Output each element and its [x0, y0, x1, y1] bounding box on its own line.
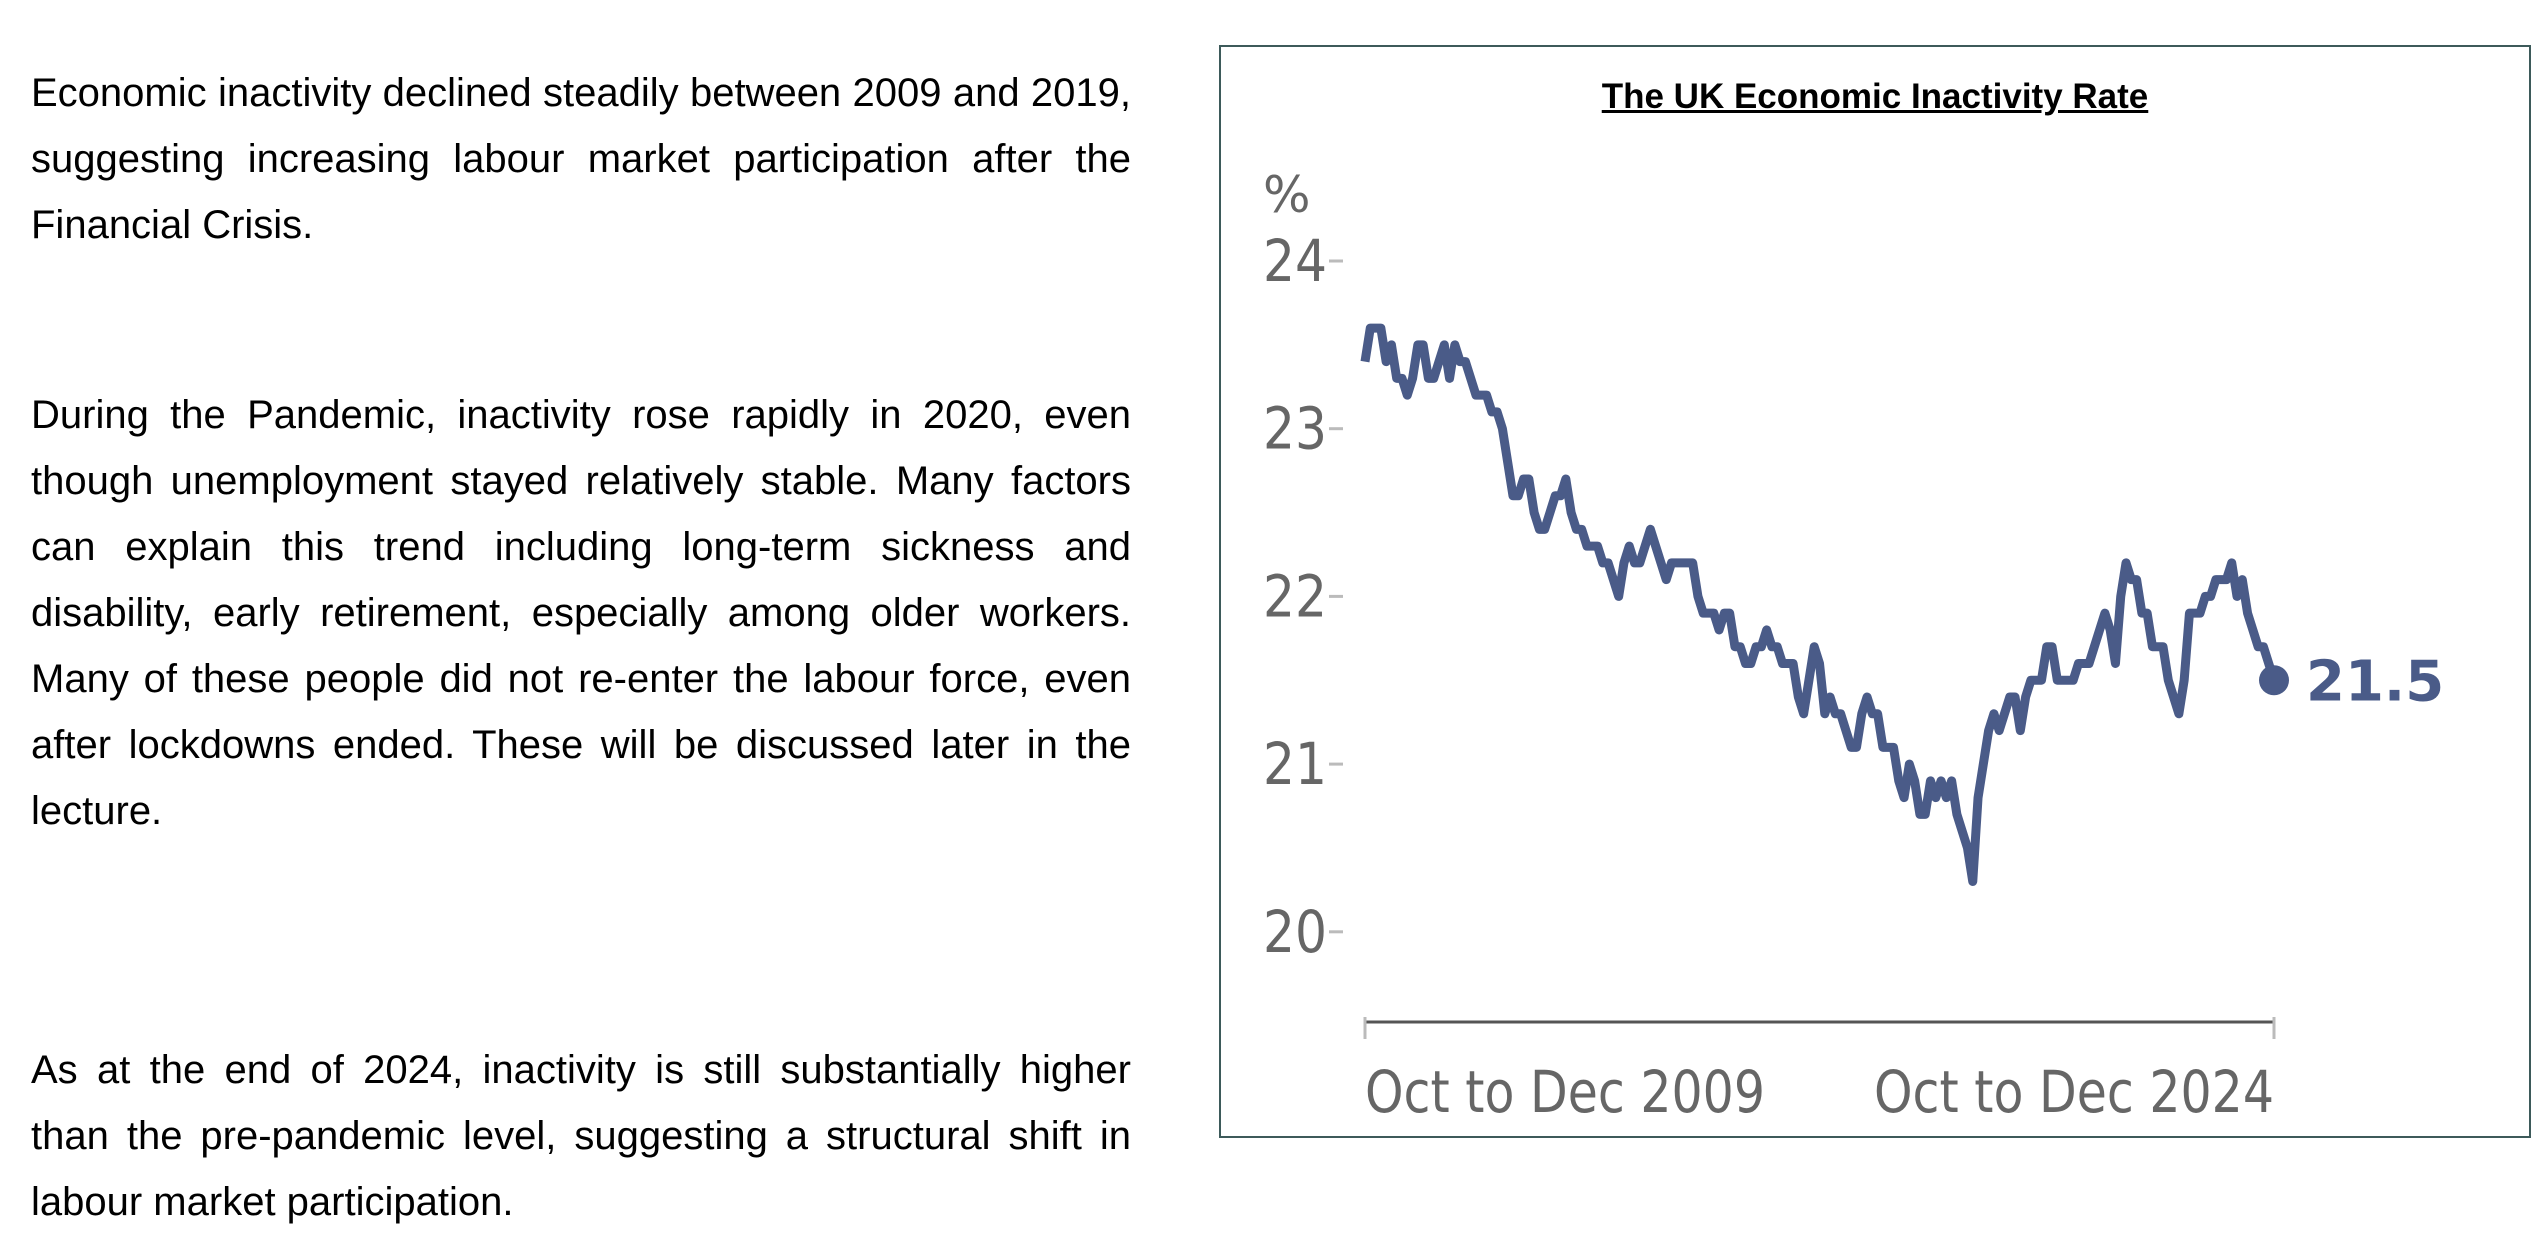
y-tick-label: 24 — [1263, 227, 1327, 295]
line-chart: % 20 21 22 23 24 Oct to Dec 2009 Oct to Dec 202… — [1263, 166, 2444, 1126]
x-tick-label-end: Oct to Dec 2024 — [1874, 1058, 2274, 1126]
paragraph-2024: As at the end of 2024, inactivity is sti… — [31, 1048, 1131, 1224]
x-tick-label-start: Oct to Dec 2009 — [1365, 1058, 1765, 1126]
end-point-marker — [2259, 665, 2289, 696]
series-line — [1360, 323, 2279, 886]
y-tick-label: 21 — [1263, 730, 1327, 798]
y-tick-label: 23 — [1263, 395, 1327, 463]
paragraph-pandemic: During the Pandemic, inactivity rose rap… — [31, 393, 1131, 833]
end-value-label: 21.5 — [2306, 649, 2444, 714]
chart-title: The UK Economic Inactivity Rate — [1601, 77, 2149, 116]
y-tick-label: 22 — [1263, 562, 1327, 630]
paragraph-pre-pandemic: Economic inactivity declined steadily be… — [31, 71, 1131, 247]
chart-container: The UK Economic Inactivity Rate % 20 21 22 2… — [1219, 45, 2531, 1138]
y-axis-unit: % — [1263, 166, 1311, 224]
y-tick-label: 20 — [1263, 898, 1327, 966]
